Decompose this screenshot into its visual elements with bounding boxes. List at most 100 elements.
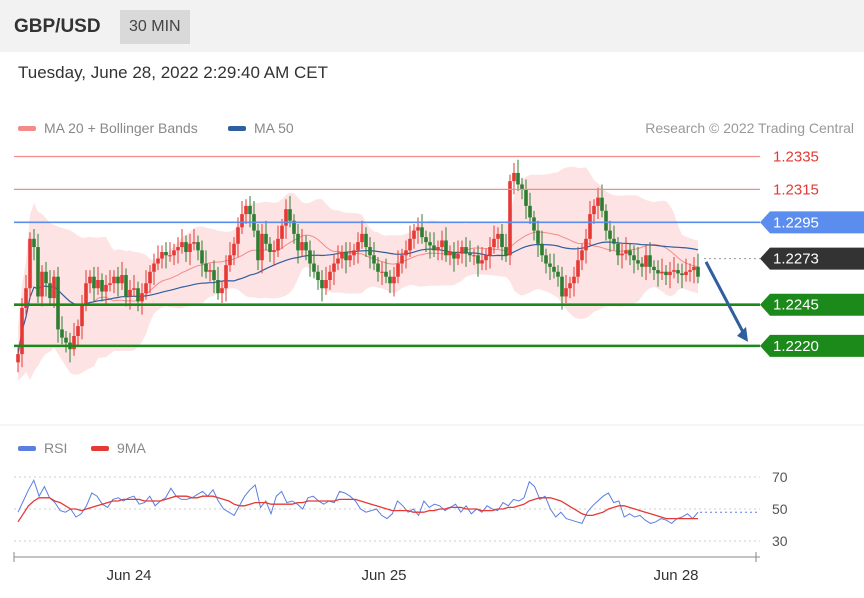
- level-label-pivot: 1.2295: [773, 214, 819, 231]
- candle-body: [576, 260, 580, 277]
- interval-button[interactable]: 30 MIN: [120, 10, 190, 44]
- candle-body: [548, 263, 552, 267]
- candle: [140, 283, 144, 315]
- candle-body: [488, 247, 492, 256]
- candle-body: [516, 172, 520, 185]
- candle: [216, 266, 220, 300]
- candle-body: [628, 250, 632, 256]
- legend-9ma: 9MA: [91, 440, 146, 456]
- candle-body: [596, 197, 600, 206]
- candle-body: [620, 253, 624, 256]
- candle: [556, 265, 560, 287]
- candle: [464, 237, 468, 267]
- candle: [364, 227, 368, 257]
- ma50-label: MA 50: [254, 120, 294, 136]
- candle-body: [440, 240, 444, 248]
- candle: [344, 242, 348, 274]
- candle-body: [696, 266, 700, 277]
- candle: [240, 200, 244, 234]
- candle-body: [408, 238, 412, 251]
- candle: [368, 237, 372, 269]
- candle-body: [640, 263, 644, 267]
- candle: [144, 270, 148, 300]
- candle: [536, 220, 540, 257]
- forecast-arrow-shaft: [704, 261, 747, 337]
- candle-body: [320, 280, 324, 289]
- candle-body: [44, 271, 48, 284]
- candle: [300, 228, 304, 257]
- candle-body: [60, 329, 64, 338]
- candle: [636, 247, 640, 271]
- candle: [36, 233, 40, 304]
- candle-body: [128, 289, 132, 297]
- candle-body: [20, 308, 24, 355]
- candle: [424, 230, 428, 252]
- candle: [256, 224, 260, 271]
- candle: [516, 159, 520, 192]
- candle: [580, 243, 584, 271]
- candle-body: [372, 255, 376, 264]
- candle: [28, 232, 32, 299]
- candle: [192, 228, 196, 251]
- candle-body: [208, 270, 212, 272]
- candle: [692, 256, 696, 284]
- legend-rsi: RSI: [18, 440, 67, 456]
- candle: [380, 261, 384, 285]
- candle-body: [276, 238, 280, 251]
- candle: [476, 245, 480, 277]
- candle-body: [288, 209, 292, 221]
- candle: [584, 228, 588, 264]
- candle-body: [248, 205, 252, 215]
- candle-body: [152, 263, 156, 272]
- legend-ma50: MA 50: [228, 120, 294, 136]
- candle: [168, 242, 172, 262]
- candle: [436, 240, 440, 261]
- candle: [480, 247, 484, 271]
- candle-body: [612, 238, 616, 244]
- candle: [360, 220, 364, 249]
- candle: [204, 250, 208, 279]
- candle: [472, 248, 476, 266]
- candle: [16, 347, 20, 373]
- candle: [80, 294, 84, 340]
- candle-body: [220, 288, 224, 294]
- candle: [672, 256, 676, 279]
- candle: [272, 240, 276, 266]
- research-credit: Research © 2022 Trading Central: [645, 120, 854, 136]
- candle: [32, 228, 36, 261]
- candle-body: [332, 263, 336, 272]
- candle-body: [156, 258, 160, 264]
- candle-body: [80, 304, 84, 327]
- candle: [220, 281, 224, 304]
- candle-body: [672, 270, 676, 272]
- candle-body: [388, 276, 392, 284]
- candle-body: [376, 263, 380, 272]
- candle: [548, 253, 552, 280]
- candle: [500, 224, 504, 261]
- time-axis: Jun 24 Jun 25 Jun 28: [13, 552, 760, 584]
- candle: [620, 243, 624, 269]
- candle-body: [528, 205, 532, 218]
- candle: [460, 240, 464, 264]
- candle-body: [52, 276, 56, 299]
- level-tag-support: [760, 293, 864, 316]
- candle-body: [188, 243, 192, 252]
- candle: [444, 227, 448, 262]
- level-label-support: 1.2245: [773, 297, 819, 314]
- candle: [20, 298, 24, 368]
- candle-body: [64, 337, 68, 343]
- level-lines-layer: 1.2335 1.2315 1.2295 1.2273 1.2245 1.2220: [0, 148, 864, 426]
- candle-body: [656, 270, 660, 274]
- candle: [616, 237, 620, 266]
- candle-body: [364, 233, 368, 248]
- candle-body: [368, 247, 372, 256]
- candle-body: [540, 243, 544, 256]
- candle-body: [360, 233, 364, 243]
- candle-body: [264, 233, 268, 244]
- candle-body: [168, 255, 172, 257]
- candle-body: [560, 276, 564, 297]
- candle: [324, 266, 328, 295]
- candle: [632, 245, 636, 274]
- candle: [652, 260, 656, 280]
